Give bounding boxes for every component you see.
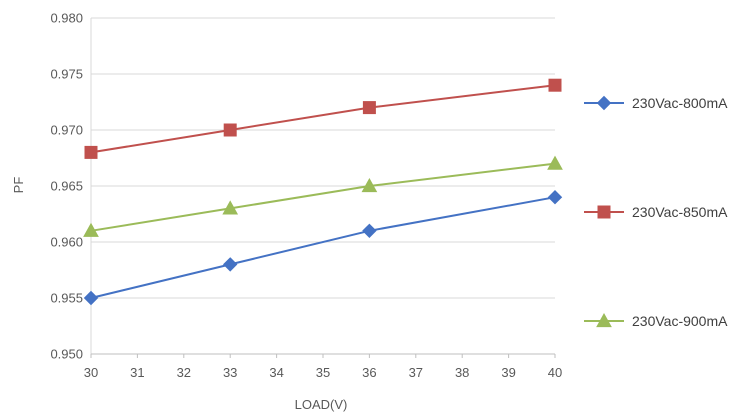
series-line — [90, 196, 556, 299]
series-line — [90, 84, 556, 154]
legend: 230Vac-800mA 230Vac-850mA 230Vac-900mA — [584, 95, 728, 329]
axes — [90, 18, 556, 358]
data-point — [547, 189, 563, 205]
x-tick-label: 36 — [362, 365, 376, 380]
data-point — [84, 145, 98, 159]
y-tick-label: 0.970 — [50, 123, 83, 138]
legend-label: 230Vac-900mA — [632, 313, 728, 329]
data-point — [83, 290, 99, 306]
legend-entry: 230Vac-900mA — [584, 312, 728, 329]
y-tick-label: 0.965 — [50, 179, 83, 194]
legend-marker — [596, 95, 612, 111]
legend-marker — [597, 205, 611, 219]
data-point — [83, 222, 99, 237]
x-tick-label: 37 — [409, 365, 423, 380]
data-point — [548, 78, 562, 92]
x-tick-label: 35 — [316, 365, 330, 380]
series-230vac-900ma — [83, 155, 563, 237]
series-line — [90, 162, 556, 232]
legend-label: 230Vac-800mA — [632, 95, 728, 111]
data-point — [222, 200, 239, 215]
x-tick-label: 40 — [548, 365, 562, 380]
data-point — [223, 123, 237, 137]
series-group — [83, 78, 563, 306]
tick-labels: 0.950 0.955 0.960 0.965 0.970 0.975 0.980 30 31 3… — [50, 11, 562, 381]
legend-entry: 230Vac-800mA — [584, 95, 728, 111]
legend-label: 230Vac-850mA — [632, 204, 728, 220]
y-tick-label: 0.960 — [50, 235, 83, 250]
legend-marker — [596, 312, 612, 328]
gridlines — [91, 17, 555, 355]
series-230vac-800ma — [83, 189, 563, 306]
x-tick-label: 30 — [84, 365, 98, 380]
y-axis-label: PF — [11, 177, 26, 194]
data-point — [547, 155, 563, 170]
x-tick-label: 31 — [130, 365, 144, 380]
y-tick-label: 0.975 — [50, 67, 83, 82]
x-tick-label: 33 — [223, 365, 237, 380]
x-tick-label: 34 — [269, 365, 283, 380]
data-point — [362, 101, 376, 115]
x-tick-label: 38 — [455, 365, 469, 380]
x-tick-label: 32 — [177, 365, 191, 380]
y-tick-label: 0.955 — [50, 291, 83, 306]
data-point — [222, 257, 238, 272]
data-point — [362, 223, 377, 239]
data-point — [361, 177, 378, 193]
y-tick-label: 0.950 — [50, 347, 83, 362]
y-tick-label: 0.980 — [50, 11, 83, 26]
legend-entry: 230Vac-850mA — [584, 204, 728, 220]
series-230vac-850ma — [84, 78, 562, 159]
x-tick-label: 39 — [501, 365, 515, 380]
x-axis-label: LOAD(V) — [295, 397, 348, 412]
